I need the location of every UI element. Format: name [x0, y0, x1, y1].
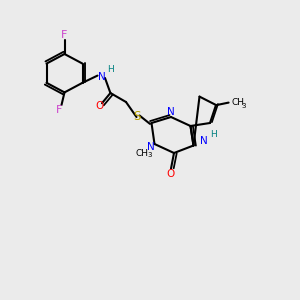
Text: F: F: [56, 105, 62, 115]
Text: N: N: [98, 71, 106, 82]
Text: S: S: [133, 110, 140, 124]
Text: N: N: [147, 142, 155, 152]
Text: F: F: [61, 30, 68, 40]
Text: H: H: [210, 130, 216, 139]
Text: CH: CH: [232, 98, 244, 107]
Text: CH: CH: [136, 148, 149, 158]
Text: 3: 3: [241, 103, 246, 109]
Text: N: N: [167, 106, 175, 117]
Text: N: N: [200, 136, 208, 146]
Text: O: O: [167, 169, 175, 179]
Text: 3: 3: [147, 152, 152, 158]
Text: H: H: [107, 64, 114, 74]
Text: O: O: [95, 100, 103, 111]
